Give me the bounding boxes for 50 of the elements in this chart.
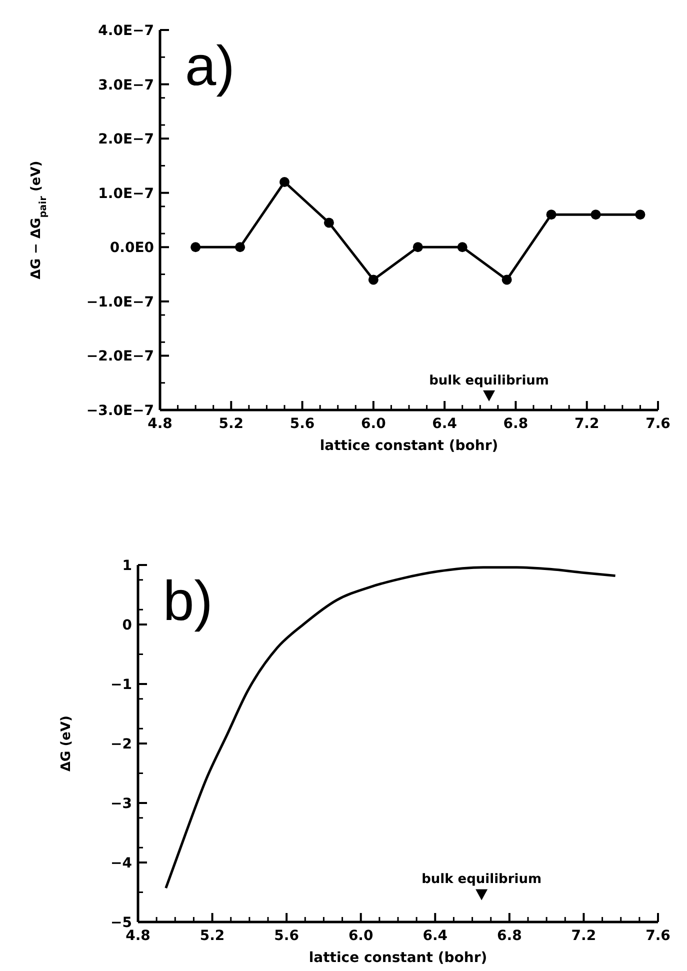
x-tick-label: 5.6 (274, 928, 299, 944)
x-tick-label: 6.0 (348, 928, 374, 944)
y-axis-title: ΔG (eV) (59, 715, 74, 772)
y-tick-label: 4.0E−7 (98, 23, 154, 39)
x-axis-title: lattice constant (bohr) (320, 438, 498, 454)
point (324, 218, 334, 228)
x-tick-label: 7.6 (646, 928, 670, 944)
y-tick-label: 1.0E−7 (98, 186, 154, 202)
point (502, 274, 512, 285)
x-tick-label: 7.2 (574, 416, 600, 432)
annotation: b) (163, 569, 213, 632)
annotation: bulk equilibrium (422, 872, 542, 888)
point (635, 210, 646, 220)
annotation: bulk equilibrium (429, 373, 549, 388)
x-tick-label: 4.8 (148, 416, 172, 432)
y-tick-label: −1.0E−7 (86, 294, 154, 310)
y-tick-label: 1 (122, 558, 132, 574)
y-tick-label: −4 (110, 856, 132, 872)
y-tick-label: 2.0E−7 (98, 132, 154, 148)
y-tick-label: −1 (110, 677, 132, 693)
x-tick-label: 6.4 (432, 416, 458, 432)
x-tick-label: 7.2 (571, 928, 596, 944)
point (235, 242, 246, 252)
x-tick-label: 5.2 (200, 928, 225, 944)
point (546, 210, 556, 220)
x-axis-title: lattice constant (bohr) (308, 950, 488, 966)
y-tick-label: −2.0E−7 (86, 348, 154, 365)
annotation: a) (185, 34, 235, 97)
x-tick-label: 6.8 (503, 416, 528, 432)
point (368, 274, 378, 285)
x-tick-label: 6.0 (361, 416, 386, 432)
y-tick-label: 0 (122, 618, 132, 634)
point (190, 242, 201, 252)
x-tick-label: 7.6 (646, 416, 670, 432)
x-tick-label: 6.4 (422, 928, 448, 944)
point (280, 177, 290, 187)
y-tick-label: 3.0E−7 (98, 77, 154, 94)
y-tick-label: −3 (110, 796, 132, 812)
line-series (164, 566, 617, 890)
point (590, 210, 601, 220)
x-tick-label: 5.6 (290, 416, 315, 432)
y-tick-label: −3.0E−7 (86, 403, 154, 419)
x-tick-label: 6.8 (497, 928, 522, 944)
x-tick-label: 4.8 (126, 928, 150, 944)
y-tick-label: −5 (110, 915, 132, 931)
y-tick-label: 0.0E0 (110, 240, 154, 256)
point (457, 242, 468, 252)
point (412, 242, 423, 252)
x-tick-label: 5.2 (218, 416, 244, 432)
y-tick-label: −2 (110, 736, 132, 752)
